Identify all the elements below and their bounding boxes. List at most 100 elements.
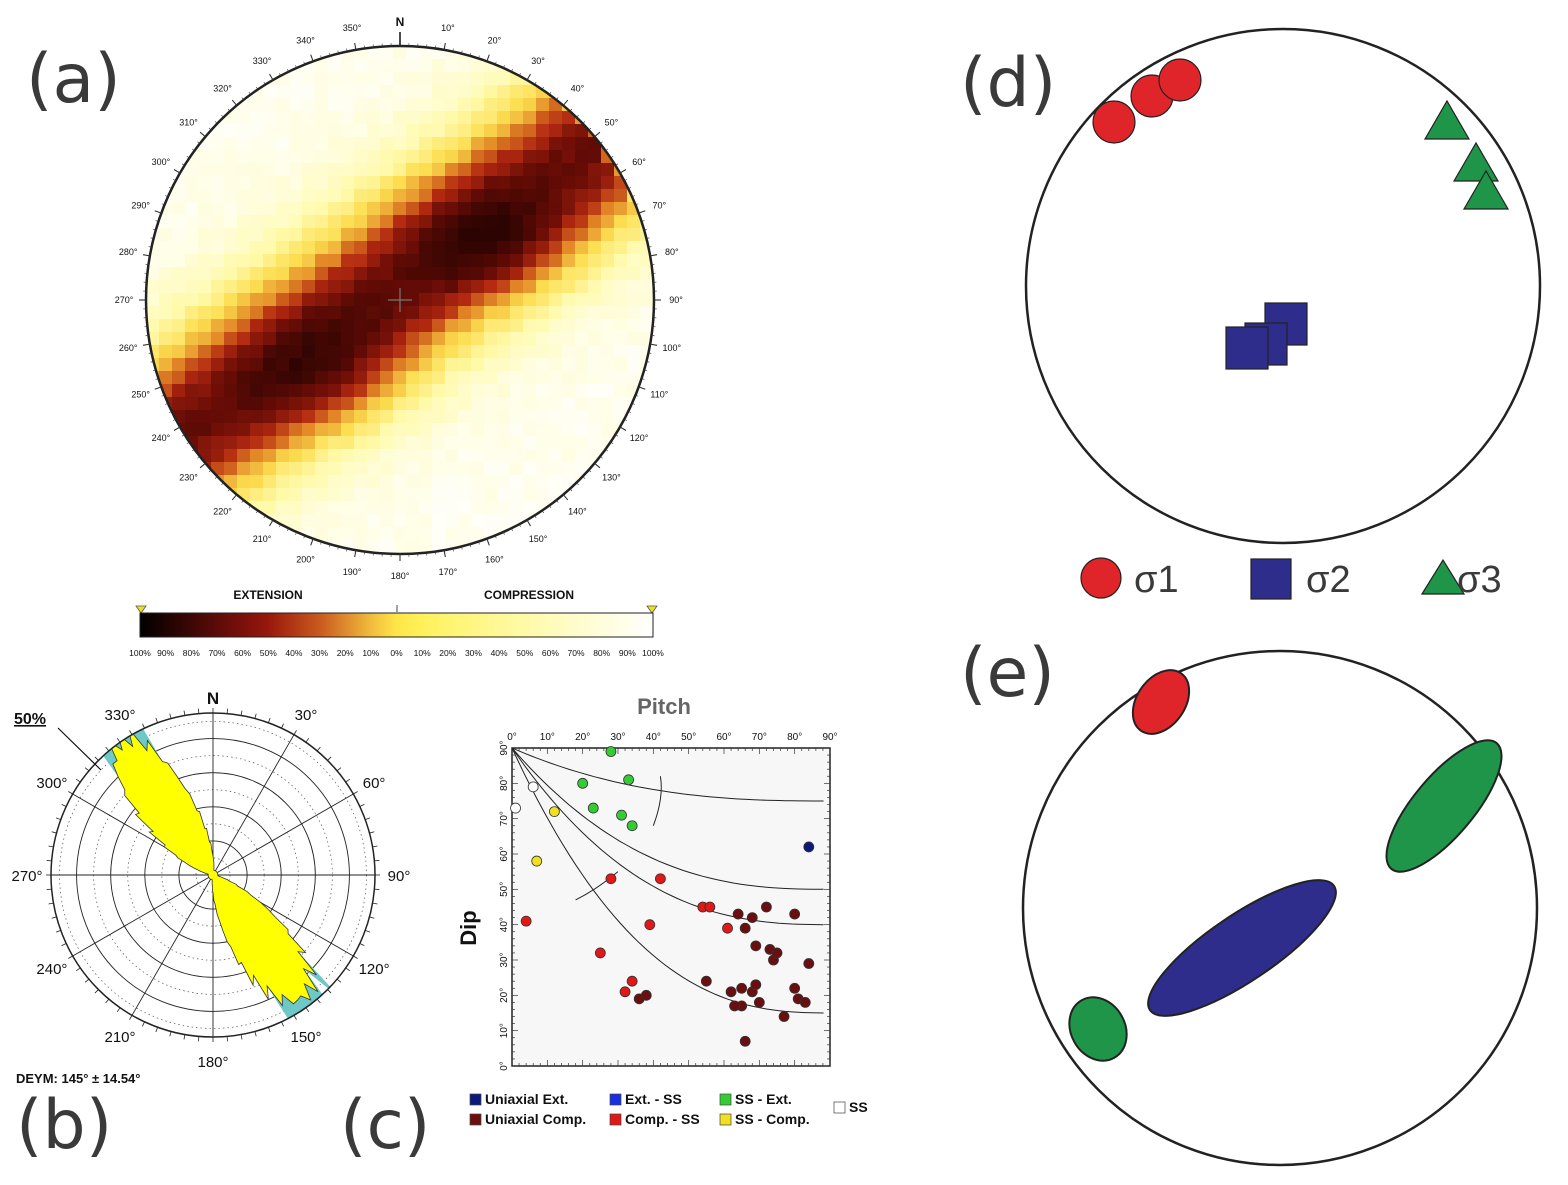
colorbar-compression-title: COMPRESSION bbox=[484, 588, 574, 602]
sigma2-confidence-ellipse bbox=[1147, 879, 1337, 1017]
dip-axis-label: Dip bbox=[456, 910, 481, 945]
rose-angle-label: 120° bbox=[359, 961, 390, 978]
colorbar-tick-label: 10% bbox=[414, 648, 431, 658]
rose-petal bbox=[107, 727, 319, 1007]
sigma3-legend-icon bbox=[1420, 558, 1466, 595]
colorbar-tick-label: 30% bbox=[465, 648, 482, 658]
legend-swatch bbox=[469, 1093, 482, 1106]
scatter-point bbox=[700, 975, 712, 987]
scatter-point bbox=[704, 901, 716, 913]
pitch-tick-label: 10° bbox=[540, 732, 555, 743]
pitch-tick-label: 80° bbox=[787, 732, 802, 743]
colorbar-tick-label: 20% bbox=[337, 648, 354, 658]
azimuth-label: 250° bbox=[131, 389, 150, 399]
scatter-point bbox=[761, 901, 772, 913]
azimuth-label: 40° bbox=[571, 84, 585, 94]
legend-swatch bbox=[833, 1101, 846, 1114]
scatter-point bbox=[729, 1000, 740, 1012]
pitch-tick-label: 60° bbox=[716, 732, 731, 743]
azimuth-label: 110° bbox=[650, 389, 668, 399]
sigma3-symbol bbox=[1452, 141, 1500, 182]
scatter-point bbox=[619, 986, 631, 998]
sigma3-confidence-ellipse bbox=[1385, 739, 1503, 873]
scatter-point bbox=[527, 781, 539, 793]
scatter-point bbox=[626, 975, 638, 987]
azimuth-label: 120° bbox=[630, 433, 649, 443]
dip-tick-label: 70° bbox=[499, 811, 510, 826]
azimuth-label: 50° bbox=[605, 118, 619, 128]
scatter-points bbox=[510, 746, 815, 1047]
panel-e bbox=[1021, 649, 1539, 1167]
colorbar-tick-label: 100% bbox=[642, 648, 664, 658]
dip-tick-label: 0° bbox=[499, 1061, 510, 1071]
scatter-point bbox=[531, 855, 543, 867]
colorbar-tick-label: 90% bbox=[157, 648, 174, 658]
rose-angle-label: 60° bbox=[363, 775, 386, 792]
colorbar-tick-label: 20% bbox=[439, 648, 456, 658]
dip-tick-label: 20° bbox=[499, 988, 510, 1003]
pitch-tick-label: 50° bbox=[681, 732, 696, 743]
scatter-point bbox=[623, 774, 634, 786]
azimuth-label: 130° bbox=[602, 472, 621, 482]
colorbar-left-marker bbox=[135, 605, 147, 614]
scatter-point bbox=[739, 922, 751, 934]
panel-a-label: (a) bbox=[26, 40, 121, 119]
rose-angle-label: 150° bbox=[290, 1029, 321, 1046]
azimuth-label: 70° bbox=[653, 201, 667, 211]
sigma3-symbol bbox=[1423, 99, 1471, 140]
scatter-point bbox=[771, 947, 783, 959]
colorbar-tick-label: 40% bbox=[491, 648, 508, 658]
sigma3-lower-confidence-ellipse bbox=[1068, 996, 1128, 1062]
panel-a: 10° 20° 30° 40° 50° 60° 70° 80° 90° 100° 110° 120° 1… bbox=[115, 15, 684, 658]
azimuth-label: 90° bbox=[669, 295, 683, 305]
legend-label: SS - Ext. bbox=[735, 1091, 792, 1107]
rose-scale-label: 50% bbox=[14, 711, 46, 728]
scatter-point bbox=[594, 947, 606, 959]
rose-scale-leader bbox=[57, 727, 102, 771]
stress-legend: σ1 σ2 σ3 bbox=[1080, 557, 1502, 601]
scatter-point bbox=[510, 802, 521, 814]
center-cross bbox=[388, 288, 412, 312]
sigma2-legend-icon bbox=[1250, 558, 1292, 600]
rose-statistic: DEYM: 145° ± 14.54° bbox=[16, 1071, 140, 1086]
azimuth-label: 210° bbox=[253, 534, 272, 544]
azimuth-label: 190° bbox=[343, 567, 362, 577]
density-pixel-grid bbox=[146, 46, 654, 554]
azimuth-label: 340° bbox=[296, 36, 315, 46]
rose-angle-label: 180° bbox=[197, 1054, 228, 1071]
scatter-point bbox=[753, 997, 765, 1008]
scatter-point bbox=[587, 802, 599, 814]
sigma1-symbol bbox=[1158, 58, 1202, 102]
scatter-point bbox=[803, 958, 815, 969]
panel-c-label: (c) bbox=[340, 1086, 431, 1165]
colorbar-tick-label: 90% bbox=[619, 648, 636, 658]
scatter-point bbox=[725, 986, 737, 998]
colorbar-tick-label: 80% bbox=[183, 648, 200, 658]
azimuth-label: 150° bbox=[529, 534, 548, 544]
pitch-tick-label: 70° bbox=[752, 732, 767, 743]
dip-tick-label: 90° bbox=[499, 740, 510, 755]
azimuth-label: 160° bbox=[485, 554, 504, 564]
azimuth-label: 200° bbox=[296, 554, 315, 564]
scatter-point bbox=[549, 806, 560, 817]
colorbar-tick-label: 60% bbox=[542, 648, 559, 658]
colorbar-tick-labels: 100% 90% 80% 70% 60% 50% 40% 30% 20% 10% 0% 10% 20% 3… bbox=[129, 648, 664, 658]
sigma3-legend-label: σ3 bbox=[1457, 559, 1502, 601]
dip-tick-label: 30° bbox=[499, 952, 510, 967]
dip-tick-label: 80° bbox=[499, 776, 510, 791]
sigma1-legend-label: σ1 bbox=[1134, 559, 1179, 601]
pitch-title: Pitch bbox=[637, 694, 691, 719]
sigma3-symbol bbox=[1462, 169, 1510, 210]
scatter-point bbox=[577, 777, 589, 789]
scatter-point bbox=[789, 908, 801, 920]
sigma1-legend-icon bbox=[1080, 557, 1122, 599]
scatter-point bbox=[626, 820, 638, 832]
azimuth-label: 230° bbox=[179, 472, 198, 482]
azimuth-label: 320° bbox=[213, 84, 232, 94]
colorbar-tick-label: 70% bbox=[568, 648, 585, 658]
legend-swatch bbox=[469, 1113, 482, 1126]
colorbar-tick-label: 70% bbox=[208, 648, 225, 658]
colorbar-tick-label: 50% bbox=[516, 648, 533, 658]
azimuth-label: 180° bbox=[391, 571, 410, 581]
sigma1-confidence-ellipse bbox=[1131, 669, 1191, 735]
